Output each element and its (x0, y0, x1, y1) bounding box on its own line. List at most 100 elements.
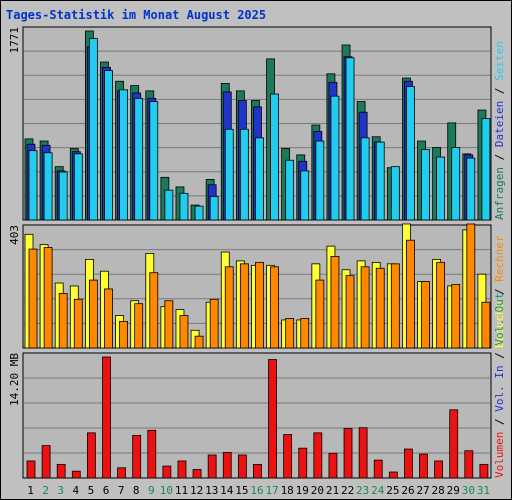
bar-seiten-day-15 (239, 128, 249, 221)
bar-volumen-day-2 (41, 445, 51, 479)
bar-volumen-day-12 (192, 469, 202, 479)
bars-volume (26, 356, 489, 479)
bar-rechner-day-27 (421, 281, 430, 349)
bar-seiten-day-28 (436, 156, 446, 221)
day-label-27: 27 (416, 484, 429, 497)
bar-rechner-day-13 (209, 298, 219, 349)
day-label-1: 1 (27, 484, 34, 497)
bar-seiten-day-19 (300, 170, 310, 221)
bar-rechner-day-12 (194, 335, 204, 349)
legend-item: Dateien (493, 101, 506, 147)
bar-rechner-day-31 (481, 301, 491, 349)
bar-volumen-day-29 (449, 409, 459, 479)
bar-volumen-day-25 (388, 471, 398, 479)
bar-rechner-day-6 (104, 288, 113, 349)
day-label-29: 29 (447, 484, 460, 497)
day-label-28: 28 (432, 484, 445, 497)
bar-rechner-day-16 (255, 261, 264, 349)
bar-seiten-day-13 (209, 196, 219, 221)
bar-volumen-day-3 (56, 463, 66, 479)
y-max-label: 403 (8, 225, 21, 245)
day-label-19: 19 (296, 484, 309, 497)
bar-rechner-day-15 (239, 263, 249, 349)
bar-seiten-day-29 (451, 147, 461, 221)
bars-visits (24, 223, 491, 349)
bar-volumen-day-18 (283, 434, 293, 479)
bar-volumen-day-16 (253, 463, 262, 479)
bar-seiten-day-25 (390, 166, 400, 221)
bar-volumen-day-4 (71, 470, 81, 479)
day-label-14: 14 (220, 484, 234, 497)
day-label-12: 12 (190, 484, 203, 497)
day-label-9: 9 (148, 484, 155, 497)
day-label-25: 25 (386, 484, 399, 497)
bar-seiten-day-17 (270, 93, 279, 221)
bar-rechner-day-24 (375, 267, 385, 349)
day-label-20: 20 (311, 484, 324, 497)
panel-visits: 403 Besuche / Rechner (8, 223, 506, 349)
bar-rechner-day-29 (451, 284, 461, 349)
bar-seiten-day-7 (119, 89, 128, 221)
bar-volumen-day-7 (117, 467, 126, 479)
bar-seiten-day-21 (330, 95, 340, 221)
day-label-3: 3 (57, 484, 64, 497)
day-label-5: 5 (88, 484, 95, 497)
bar-volumen-day-20 (313, 432, 323, 479)
day-label-17: 17 (265, 484, 278, 497)
day-label-31: 31 (477, 484, 490, 497)
bar-seiten-day-24 (375, 141, 385, 221)
day-label-26: 26 (401, 484, 414, 497)
bar-volumen-day-8 (132, 434, 142, 479)
legend-requests: Anfragen / Dateien / Seiten (493, 41, 506, 220)
bar-seiten-day-23 (360, 137, 370, 221)
day-label-4: 4 (73, 484, 80, 497)
day-label-15: 15 (235, 484, 248, 497)
bar-rechner-day-4 (73, 298, 83, 349)
legend-separator: / (493, 147, 506, 167)
legend-separator: / (493, 282, 506, 302)
bar-rechner-day-2 (43, 247, 53, 349)
bar-seiten-day-1 (28, 150, 38, 221)
bar-volumen-day-9 (147, 429, 157, 479)
bar-seiten-day-6 (104, 70, 113, 221)
bar-rechner-day-26 (406, 239, 415, 349)
day-label-30: 30 (462, 484, 475, 497)
bar-rechner-day-10 (164, 300, 174, 349)
bar-volumen-day-6 (102, 356, 111, 479)
bar-seiten-day-2 (43, 152, 53, 221)
bar-rechner-day-5 (88, 279, 98, 349)
bar-rechner-day-19 (300, 318, 310, 349)
bar-seiten-day-12 (194, 205, 204, 221)
day-label-11: 11 (175, 484, 188, 497)
bar-rechner-day-18 (285, 318, 295, 349)
bar-seiten-day-27 (421, 149, 430, 221)
panel-requests: 1771 Anfragen / Dateien / Seiten (8, 26, 506, 221)
legend-item: Seiten (493, 41, 506, 81)
panel-volume: 14.20 MB Volumen / Vol. In / Vol. Out (8, 293, 506, 479)
bar-seiten-day-3 (58, 171, 68, 221)
bar-volumen-day-28 (434, 460, 444, 479)
day-label-22: 22 (341, 484, 354, 497)
bar-rechner-day-28 (436, 261, 446, 349)
day-label-23: 23 (356, 484, 369, 497)
bar-rechner-day-25 (390, 263, 400, 349)
bar-seiten-day-18 (285, 159, 295, 221)
legend-item: Anfragen (493, 167, 506, 220)
bar-rechner-day-3 (58, 292, 68, 349)
bar-rechner-day-11 (179, 315, 189, 349)
bar-seiten-day-8 (134, 97, 144, 221)
legend-volume: Volumen / Vol. In / Vol. Out (493, 293, 506, 478)
bar-seiten-day-22 (345, 57, 355, 221)
day-label-10: 10 (160, 484, 173, 497)
legend-visits: Besuche / Rechner (493, 235, 506, 348)
bar-volumen-day-11 (177, 460, 187, 479)
bar-volumen-day-19 (298, 447, 308, 479)
bar-volumen-day-23 (358, 427, 368, 479)
bar-volumen-day-10 (162, 465, 172, 479)
bars-requests (24, 30, 491, 221)
bar-seiten-day-5 (88, 38, 98, 221)
bar-volumen-day-5 (86, 432, 96, 479)
legend-item: Volumen (493, 432, 506, 478)
bar-volumen-day-21 (328, 452, 338, 479)
